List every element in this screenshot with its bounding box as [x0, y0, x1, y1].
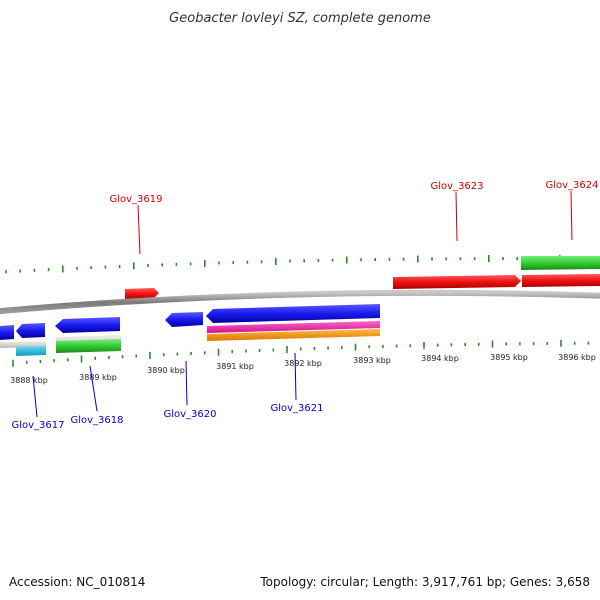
scale-labels: 3888 kbp 3889 kbp 3890 kbp 3891 kbp 3892…: [10, 353, 596, 385]
gene-glov-3619[interactable]: [125, 288, 159, 300]
scale-ticks: [12, 339, 590, 367]
scale-label: 3893 kbp: [353, 356, 391, 365]
scale-label: 3890 kbp: [147, 366, 185, 375]
label-line-glov-3617: [32, 375, 38, 418]
feature-cyan[interactable]: [16, 346, 46, 356]
scale-label: 3896 kbp: [558, 353, 596, 362]
gene-label-glov-3619[interactable]: Glov_3619: [109, 194, 162, 205]
scale-label: 3888 kbp: [10, 376, 48, 385]
gene-label-glov-3621[interactable]: Glov_3621: [270, 403, 323, 414]
label-line-glov-3619: [137, 204, 141, 255]
forward-label-lines: [137, 190, 573, 255]
gene-label-glov-3623[interactable]: Glov_3623: [430, 181, 483, 192]
scale-label: 3894 kbp: [421, 354, 459, 363]
scale-label: 3895 kbp: [490, 353, 528, 362]
scale-label: 3891 kbp: [216, 362, 254, 371]
label-line-glov-3621: [294, 352, 297, 401]
feature-green-inner[interactable]: [56, 339, 121, 353]
gene-label-glov-3624[interactable]: Glov_3624: [545, 180, 598, 191]
label-line-glov-3618: [89, 365, 98, 412]
gene-glov-3624[interactable]: [522, 274, 600, 287]
gene-glov-3617[interactable]: [16, 323, 45, 338]
gene-glov-3621[interactable]: [206, 304, 380, 323]
feature-magenta[interactable]: [207, 321, 380, 333]
reverse-label-lines: [32, 352, 297, 418]
genome-backbone: [0, 289, 600, 315]
gene-glov-3623[interactable]: [393, 275, 521, 289]
scale-label: 3889 kbp: [79, 373, 117, 382]
genome-title: Geobacter lovleyi SZ, complete genome: [169, 11, 431, 26]
gene-label-glov-3617[interactable]: Glov_3617: [11, 420, 64, 431]
gene-label-glov-3618[interactable]: Glov_3618: [70, 415, 123, 426]
feature-grey: [0, 341, 46, 348]
topology-text: Topology: circular; Length: 3,917,761 bp…: [259, 575, 590, 589]
label-line-glov-3623: [455, 191, 458, 242]
feature-orange[interactable]: [207, 329, 380, 341]
gene-blue-partial[interactable]: [0, 325, 14, 340]
gene-feature-green-outer[interactable]: [521, 256, 600, 270]
label-line-glov-3624: [570, 190, 573, 241]
gene-glov-3618[interactable]: [55, 317, 120, 333]
gene-label-glov-3620[interactable]: Glov_3620: [163, 409, 216, 420]
forward-strand-ticks: [5, 255, 590, 274]
scale-label: 3892 kbp: [284, 359, 322, 368]
gene-glov-3620[interactable]: [165, 312, 203, 327]
label-line-glov-3620: [185, 360, 188, 406]
accession-text: Accession: NC_010814: [9, 575, 145, 589]
